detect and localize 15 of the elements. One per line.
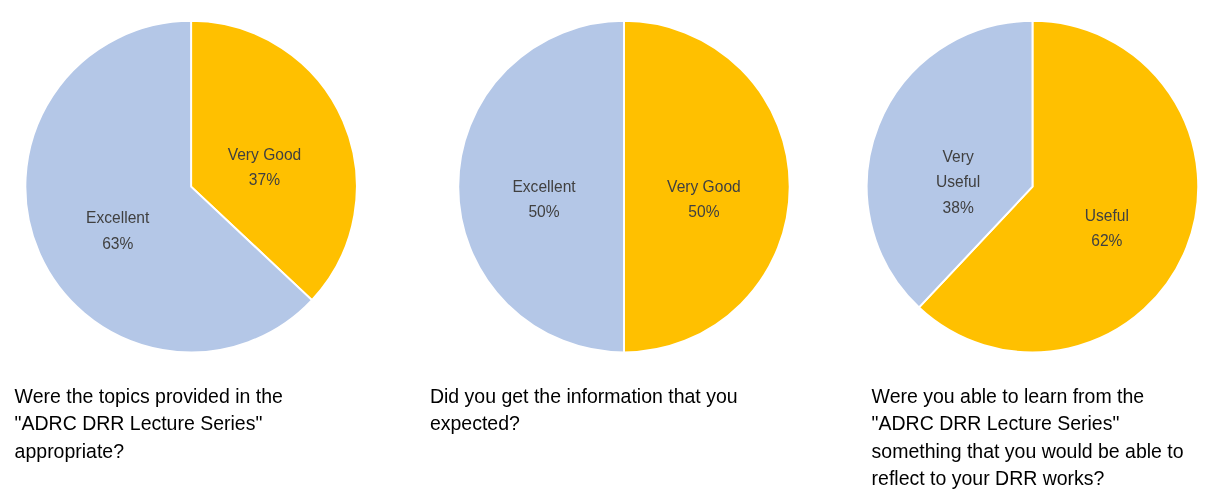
text: Were you able to learn from the "ADRC DRR Lecture Series" something that you would be able to reflect to your DRR works? <box>871 385 1184 489</box>
slice-label: Excellent <box>512 177 577 195</box>
text: Were the topics provided in the "ADRC DRR Lecture Series" appropriate? <box>14 385 283 462</box>
slice-label: Very Good <box>227 145 302 163</box>
text: Did you get the information that you expected? <box>429 385 738 435</box>
data-label: 37% <box>248 171 281 189</box>
slice-label: Very Useful <box>936 148 981 191</box>
slice-label: Very Good <box>667 177 741 195</box>
data-label: 50% <box>528 202 560 220</box>
data-label: 62% <box>1091 232 1123 250</box>
slice-label: Excellent <box>86 209 150 227</box>
data-label: 63% <box>102 234 134 252</box>
data-label: 38% <box>942 198 974 216</box>
data-label: 50% <box>688 202 720 220</box>
slice-label: Useful <box>1084 206 1129 224</box>
